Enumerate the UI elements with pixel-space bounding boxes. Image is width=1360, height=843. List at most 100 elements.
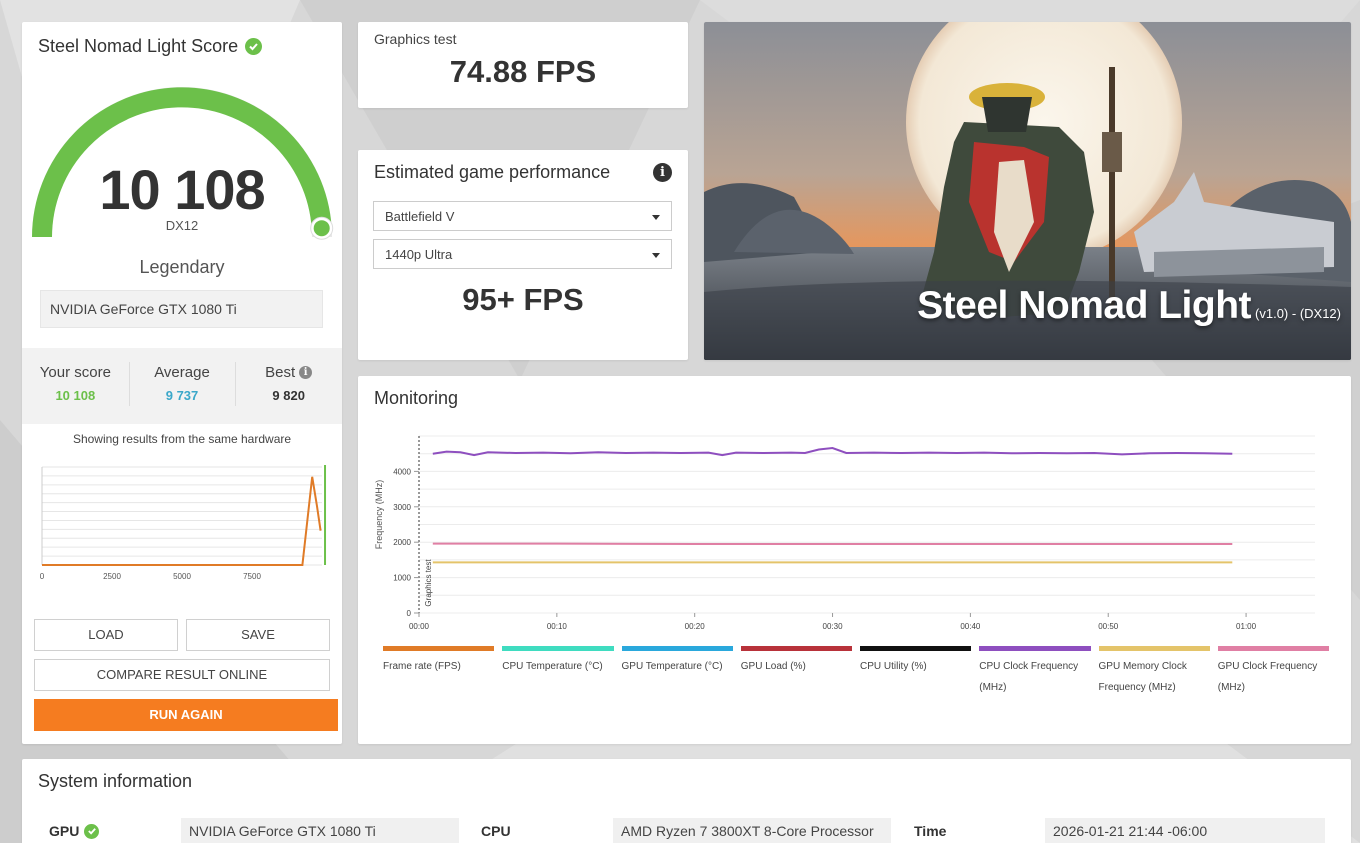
- graphics-test-value: 74.88 FPS: [449, 54, 597, 89]
- score-stats: Your score 10 108 Average 9 737 Best i 9…: [22, 348, 342, 424]
- info-icon[interactable]: i: [299, 366, 313, 379]
- tick-label: 0: [40, 572, 45, 581]
- graphics-test-card: Graphics test 74.88 FPS: [358, 22, 688, 108]
- legend-label: GPU Clock Frequency (MHz): [1217, 661, 1318, 693]
- legend-swatch: [740, 646, 852, 651]
- legend-swatch: [1217, 646, 1329, 651]
- legend-label: GPU Load (%): [740, 661, 806, 672]
- compare-online-button[interactable]: COMPARE RESULT ONLINE: [34, 659, 330, 691]
- legend-label: GPU Temperature (°C): [621, 661, 723, 672]
- graphics-test-annotation: Graphics test: [424, 559, 433, 607]
- system-info-card: System information GPU NVIDIA GeForce GT…: [22, 759, 1351, 843]
- best-stat: Best i 9 820: [235, 348, 342, 424]
- score-gauge: [32, 87, 334, 240]
- preset-select[interactable]: 1440p Ultra: [373, 239, 672, 269]
- average-value: 9 737: [165, 388, 199, 403]
- legend-item[interactable]: CPU Temperature (°C): [502, 646, 614, 698]
- legend-label: CPU Clock Frequency (MHz): [979, 661, 1079, 693]
- graphics-test-label: Graphics test: [374, 31, 457, 47]
- showing-text: Showing results from the same hardware: [72, 432, 292, 446]
- x-tick-label: 00:10: [547, 622, 568, 631]
- caret-down-icon: [652, 253, 660, 258]
- x-tick-label: 00:30: [823, 622, 844, 631]
- legend-swatch: [621, 646, 733, 651]
- legend-item[interactable]: GPU Temperature (°C): [621, 646, 733, 698]
- save-button[interactable]: SAVE: [186, 619, 330, 651]
- legend-item[interactable]: CPU Clock Frequency (MHz): [979, 646, 1091, 698]
- game-select-value: Battlefield V: [385, 209, 455, 224]
- legend-item[interactable]: Frame rate (FPS): [383, 646, 495, 698]
- benchmark-banner: Steel Nomad Light (v1.0) - (DX12): [704, 22, 1351, 360]
- game-select[interactable]: Battlefield V: [373, 201, 672, 231]
- y-tick-label: 0: [407, 609, 412, 618]
- best-label: Best: [265, 364, 296, 381]
- legend-label: CPU Temperature (°C): [502, 661, 603, 672]
- legend-swatch: [502, 646, 614, 651]
- legend-label: GPU Memory Clock Frequency (MHz): [1098, 661, 1187, 693]
- preset-select-value: 1440p Ultra: [385, 247, 453, 262]
- x-tick-label: 00:50: [1098, 622, 1119, 631]
- legend-swatch: [1098, 646, 1210, 651]
- caret-down-icon: [652, 215, 660, 220]
- gpu-label-text: GPU: [49, 823, 80, 839]
- series-line: [432, 446, 1233, 457]
- info-icon[interactable]: i: [653, 163, 672, 182]
- legend-item[interactable]: GPU Clock Frequency (MHz): [1217, 646, 1329, 698]
- your-score-stat: Your score 10 108: [22, 348, 129, 424]
- best-label-wrap: Best i: [265, 364, 313, 381]
- score-card: Steel Nomad Light Score 10 108 DX12 Lege…: [22, 22, 342, 744]
- legend-label: CPU Utility (%): [860, 661, 927, 672]
- best-value: 9 820: [272, 388, 305, 403]
- gpu-label: GPU: [49, 823, 100, 839]
- system-info-title: System information: [38, 771, 193, 791]
- gauge-arc: [32, 87, 332, 238]
- score-value: 10 108: [99, 158, 265, 221]
- banner-title: Steel Nomad Light (v1.0) - (DX12): [704, 284, 1341, 328]
- your-score-value: 10 108: [55, 388, 96, 403]
- score-title-text: Steel Nomad Light Score: [38, 36, 239, 56]
- run-again-button[interactable]: RUN AGAIN: [34, 699, 338, 731]
- time-label: Time: [914, 823, 947, 839]
- api-label: DX12: [165, 218, 199, 233]
- banner-name: Steel Nomad Light: [917, 284, 1252, 327]
- legend-swatch: [979, 646, 1091, 651]
- check-icon: [84, 823, 100, 839]
- gpu-value: NVIDIA GeForce GTX 1080 Ti: [181, 818, 459, 843]
- legend-item[interactable]: CPU Utility (%): [860, 646, 972, 698]
- load-button[interactable]: LOAD: [34, 619, 178, 651]
- distribution-chart: 0 2500 5000 7500: [40, 465, 327, 581]
- x-tick-label: 00:00: [409, 622, 430, 631]
- check-icon: [245, 38, 263, 55]
- banner-version: (v1.0) - (DX12): [1255, 306, 1341, 321]
- cpu-value: AMD Ryzen 7 3800XT 8-Core Processor: [613, 818, 891, 843]
- monitoring-chart: 0 1000 2000 3000 4000 00:00 00:10 00:20 00:30 00:…: [374, 435, 1315, 631]
- banner-artwork: [704, 22, 1351, 360]
- score-title: Steel Nomad Light Score: [38, 36, 263, 57]
- time-value: 2026-01-21 21:44 -06:00: [1045, 818, 1325, 843]
- monitoring-title: Monitoring: [374, 388, 459, 408]
- hardware-name: NVIDIA GeForce GTX 1080 Ti: [40, 290, 323, 328]
- monitoring-legend: Frame rate (FPS) CPU Temperature (°C) GPU …: [383, 646, 1333, 698]
- estimated-title: Estimated game performance: [374, 162, 611, 182]
- x-tick-label: 00:20: [685, 622, 706, 631]
- rating-label: Legendary: [139, 257, 225, 277]
- cpu-label: CPU: [481, 823, 511, 839]
- distribution-line: [42, 476, 322, 566]
- tick-label: 2500: [103, 572, 121, 581]
- x-tick-label: 00:40: [960, 622, 981, 631]
- legend-label: Frame rate (FPS): [383, 661, 461, 672]
- y-tick-label: 3000: [393, 503, 411, 512]
- monitoring-card: Monitoring 0 1000 2000 3000 4000 00:00 00:10 00…: [358, 376, 1351, 744]
- y-tick-label: 1000: [393, 574, 411, 583]
- average-label: Average: [154, 364, 210, 381]
- legend-swatch: [860, 646, 972, 651]
- y-tick-label: 2000: [393, 538, 411, 547]
- y-axis-label: Frequency (MHz): [374, 480, 384, 550]
- legend-swatch: [383, 646, 495, 651]
- tick-label: 5000: [173, 572, 191, 581]
- legend-item[interactable]: GPU Load (%): [740, 646, 852, 698]
- x-tick-label: 01:00: [1236, 622, 1257, 631]
- legend-item[interactable]: GPU Memory Clock Frequency (MHz): [1098, 646, 1210, 698]
- tick-label: 7500: [243, 572, 261, 581]
- y-tick-label: 4000: [393, 467, 411, 476]
